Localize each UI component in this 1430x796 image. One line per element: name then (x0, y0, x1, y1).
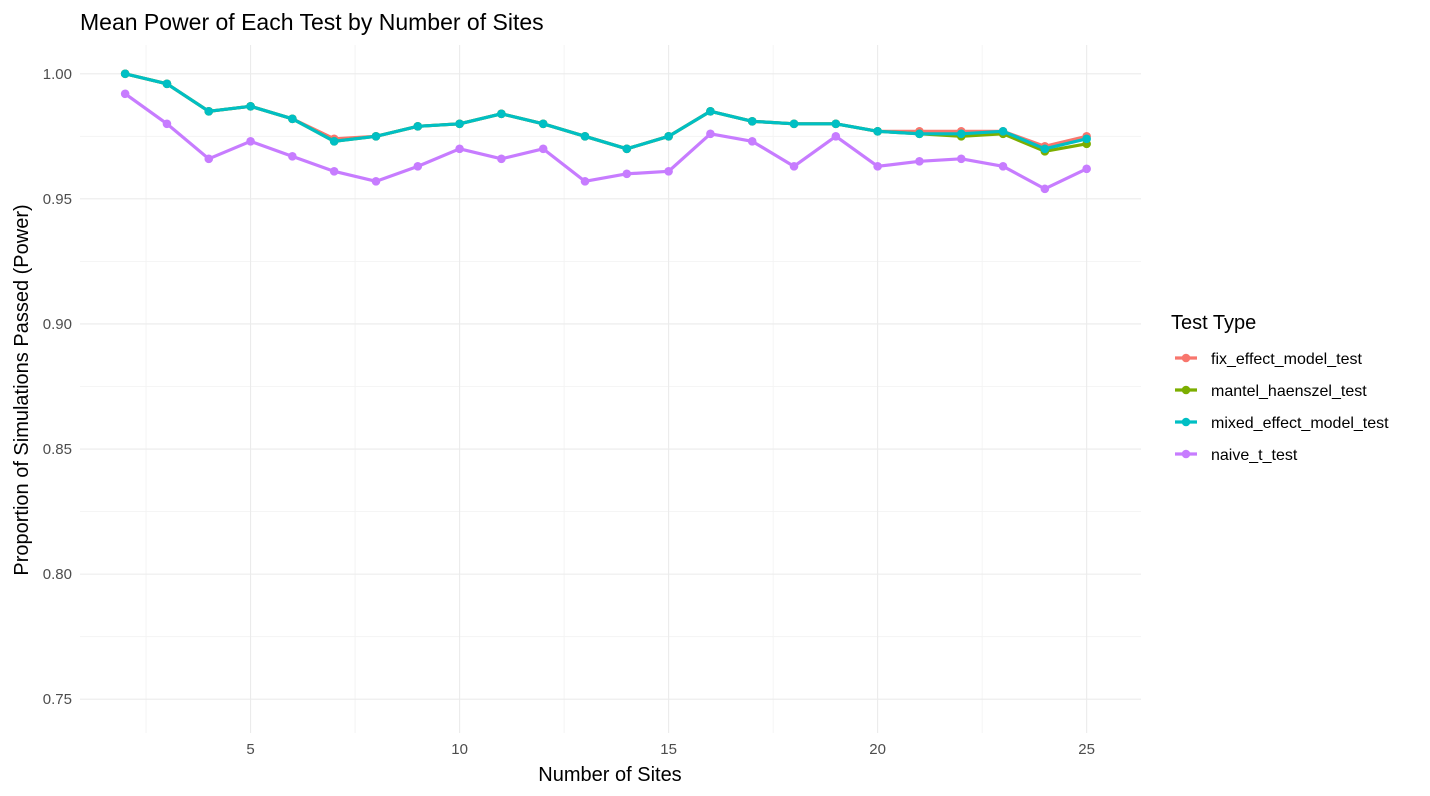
legend-key-point (1181, 449, 1191, 459)
x-tick-label: 25 (1078, 741, 1095, 758)
x-tick-label: 10 (451, 741, 468, 758)
x-axis-title: Number of Sites (538, 764, 681, 786)
y-axis-ticks: 0.75 0.80 0.85 0.90 0.95 1.00 (43, 66, 72, 708)
data-point (246, 137, 255, 146)
data-point (413, 162, 423, 171)
legend-label: naive_t_test (1211, 447, 1298, 464)
data-point (831, 119, 841, 129)
data-point (706, 106, 715, 116)
data-point (246, 101, 255, 111)
data-point (664, 132, 673, 141)
series-layer (120, 69, 1091, 194)
data-point (329, 137, 339, 146)
y-tick-label: 1.00 (43, 66, 72, 83)
legend-items: fix_effect_model_test mantel_haenszel_tes… (1175, 351, 1389, 464)
x-tick-label: 5 (246, 741, 254, 758)
data-point (789, 119, 799, 129)
data-point (120, 69, 130, 79)
data-point (329, 167, 339, 176)
data-point (706, 129, 715, 139)
legend-key-point (1181, 417, 1191, 427)
legend-item: mantel_haenszel_test (1175, 383, 1367, 400)
data-point (1082, 134, 1091, 144)
data-point (998, 127, 1008, 136)
series-mixed-effect-model-test (120, 69, 1091, 154)
legend-key-point (1181, 385, 1191, 395)
data-point (622, 144, 632, 154)
data-point (413, 122, 423, 131)
y-axis-title: Proportion of Simulations Passed (Power) (11, 204, 33, 575)
grid (80, 45, 1141, 733)
data-point (580, 177, 590, 186)
legend-item: naive_t_test (1175, 447, 1298, 464)
legend: Test Type fix_effect_model_test mantel_ha… (1171, 312, 1389, 464)
x-tick-label: 20 (869, 741, 886, 758)
data-point (371, 132, 381, 141)
data-point (538, 144, 548, 154)
data-point (956, 154, 966, 164)
data-point (873, 162, 882, 171)
series-naive-t-test (120, 89, 1091, 194)
legend-item: fix_effect_model_test (1175, 351, 1362, 368)
data-point (455, 144, 464, 154)
data-point (831, 132, 841, 141)
data-point (915, 129, 924, 139)
legend-key-point (1181, 353, 1191, 363)
data-point (538, 119, 548, 129)
data-point (288, 114, 297, 124)
legend-label: mixed_effect_model_test (1211, 415, 1389, 432)
data-point (455, 119, 464, 129)
data-point (664, 167, 673, 176)
chart-title: Mean Power of Each Test by Number of Sit… (80, 9, 544, 35)
data-point (288, 152, 297, 161)
legend-label: fix_effect_model_test (1211, 351, 1362, 368)
data-point (371, 177, 381, 186)
data-point (789, 162, 799, 171)
data-point (120, 89, 130, 99)
series-line (123, 92, 1089, 191)
data-point (998, 162, 1008, 171)
legend-title: Test Type (1171, 312, 1256, 334)
y-tick-label: 0.75 (43, 691, 72, 708)
x-tick-label: 15 (660, 741, 677, 758)
data-point (747, 137, 757, 146)
data-point (873, 127, 882, 136)
data-point (1082, 164, 1091, 174)
data-point (162, 79, 172, 89)
data-point (162, 119, 172, 129)
data-point (1040, 184, 1050, 194)
data-point (497, 154, 506, 164)
data-point (1040, 144, 1050, 154)
x-axis-ticks: 5 10 15 20 25 (246, 741, 1095, 758)
data-point (747, 117, 757, 126)
y-tick-label: 0.85 (43, 441, 72, 458)
y-tick-label: 0.80 (43, 566, 72, 583)
data-point (956, 129, 966, 139)
data-point (204, 154, 214, 164)
y-tick-label: 0.90 (43, 316, 72, 333)
data-point (204, 106, 214, 116)
series-line (123, 72, 1089, 151)
y-tick-label: 0.95 (43, 191, 72, 208)
data-point (580, 132, 590, 141)
data-point (915, 157, 924, 166)
legend-label: mantel_haenszel_test (1211, 383, 1367, 400)
data-point (622, 169, 632, 179)
legend-item: mixed_effect_model_test (1175, 415, 1389, 432)
data-point (497, 109, 506, 119)
